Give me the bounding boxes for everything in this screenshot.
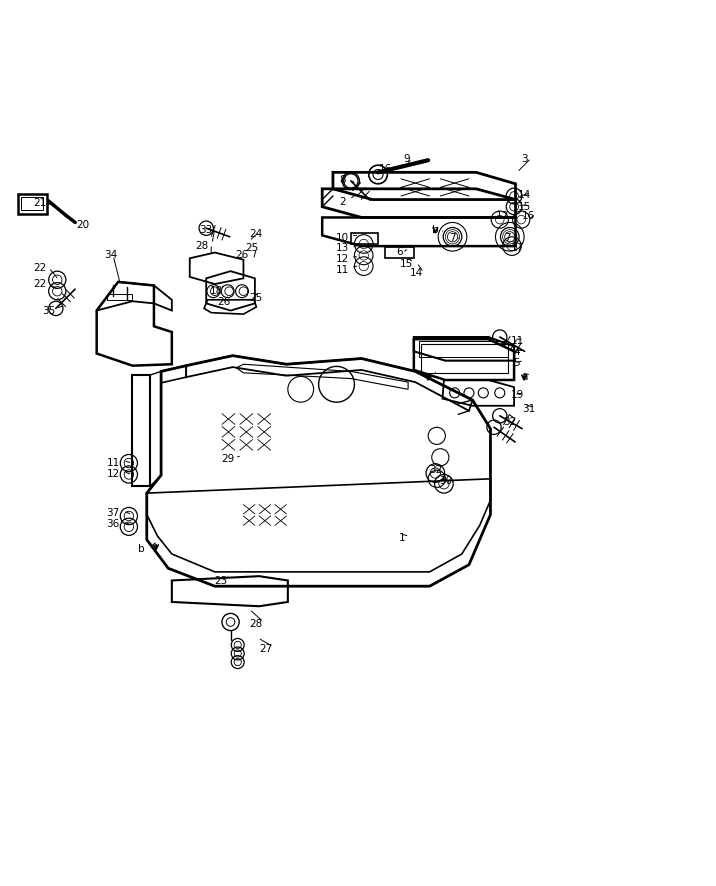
Text: 36: 36	[107, 519, 120, 529]
Text: a: a	[521, 372, 527, 382]
Text: 11: 11	[511, 337, 523, 346]
Bar	[419, 341, 508, 357]
Text: 13: 13	[336, 244, 349, 253]
Text: 10: 10	[336, 232, 349, 243]
Text: 14: 14	[410, 268, 423, 278]
Text: 29: 29	[221, 455, 234, 464]
Text: 22: 22	[33, 262, 46, 273]
Text: 17: 17	[511, 244, 523, 253]
Bar	[21, 198, 43, 210]
Text: 6: 6	[396, 247, 403, 257]
Text: 25: 25	[250, 293, 263, 303]
Text: 28: 28	[195, 241, 208, 251]
Text: 15: 15	[400, 259, 413, 269]
Text: 15: 15	[518, 202, 531, 212]
Text: 34: 34	[105, 251, 117, 260]
Text: 31: 31	[522, 404, 535, 415]
Text: 30: 30	[439, 476, 452, 486]
Text: 16: 16	[522, 211, 535, 221]
Text: 24: 24	[250, 229, 263, 239]
Text: 27: 27	[260, 644, 273, 654]
Text: 22: 22	[33, 279, 46, 289]
Text: 26: 26	[236, 251, 248, 260]
Text: 9: 9	[403, 154, 410, 164]
Bar	[421, 344, 508, 373]
Bar	[107, 294, 132, 299]
Text: 8: 8	[339, 175, 346, 185]
Text: 7: 7	[449, 232, 456, 243]
Text: 4: 4	[513, 347, 521, 357]
Text: 5: 5	[513, 358, 521, 368]
Text: 1: 1	[399, 533, 406, 543]
Text: 11: 11	[336, 265, 349, 275]
Text: 21: 21	[33, 198, 46, 208]
Text: 3: 3	[521, 154, 528, 164]
Text: 25: 25	[246, 244, 258, 253]
Text: 20: 20	[76, 220, 89, 229]
Text: 26: 26	[217, 297, 230, 307]
Text: 32: 32	[503, 416, 516, 426]
Text: 18: 18	[210, 286, 223, 296]
Text: b: b	[138, 544, 145, 554]
Text: 12: 12	[107, 469, 120, 478]
Text: b: b	[432, 225, 439, 236]
Text: a: a	[425, 372, 431, 382]
Text: 33: 33	[200, 225, 213, 236]
Text: 19: 19	[511, 390, 523, 400]
Text: 28: 28	[250, 619, 263, 629]
Text: 12: 12	[336, 254, 349, 264]
Text: 2: 2	[339, 197, 346, 206]
Text: 16: 16	[379, 165, 392, 175]
Text: 35: 35	[42, 306, 55, 315]
Text: 11: 11	[107, 458, 120, 468]
Text: 7: 7	[503, 232, 511, 243]
Text: 14: 14	[518, 190, 531, 199]
Text: 23: 23	[214, 576, 227, 587]
Text: 12: 12	[496, 211, 509, 221]
Text: 37: 37	[107, 509, 120, 518]
Text: 32: 32	[429, 465, 442, 475]
